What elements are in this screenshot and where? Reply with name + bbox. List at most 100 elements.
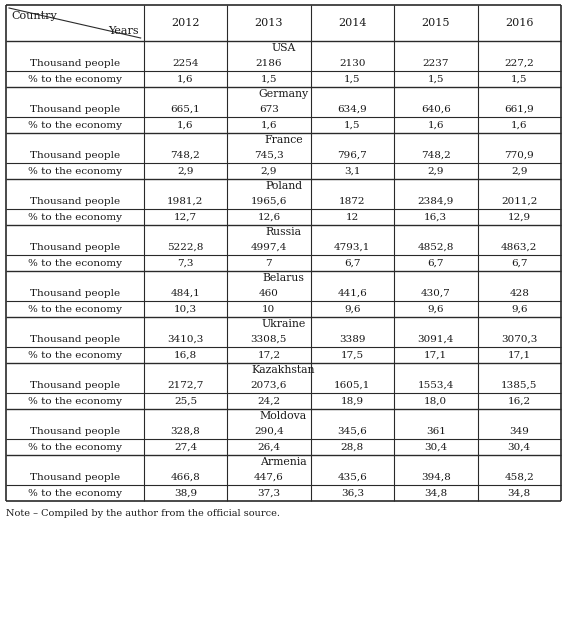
- Text: 328,8: 328,8: [171, 426, 200, 436]
- Text: % to the economy: % to the economy: [28, 120, 122, 130]
- Text: 2,9: 2,9: [428, 167, 444, 176]
- Text: Thousand people: Thousand people: [29, 381, 120, 389]
- Text: 36,3: 36,3: [341, 488, 364, 497]
- Text: Belarus: Belarus: [263, 273, 304, 283]
- Text: 18,0: 18,0: [424, 396, 447, 406]
- Text: 394,8: 394,8: [421, 473, 451, 482]
- Text: 745,3: 745,3: [254, 150, 284, 159]
- Text: 6,7: 6,7: [428, 258, 444, 268]
- Text: 428: 428: [509, 288, 529, 297]
- Text: 30,4: 30,4: [507, 443, 531, 451]
- Text: 2384,9: 2384,9: [418, 196, 454, 206]
- Text: 2,9: 2,9: [511, 167, 527, 176]
- Text: 3,1: 3,1: [344, 167, 361, 176]
- Text: 2,9: 2,9: [177, 167, 193, 176]
- Text: Thousand people: Thousand people: [29, 58, 120, 68]
- Text: Note – Compiled by the author from the official source.: Note – Compiled by the author from the o…: [6, 508, 280, 517]
- Text: % to the economy: % to the economy: [28, 75, 122, 83]
- Text: 1,6: 1,6: [177, 75, 193, 83]
- Text: 5222,8: 5222,8: [167, 243, 204, 251]
- Text: 7: 7: [265, 258, 272, 268]
- Text: 2172,7: 2172,7: [167, 381, 204, 389]
- Text: 1605,1: 1605,1: [334, 381, 370, 389]
- Text: 1553,4: 1553,4: [418, 381, 454, 389]
- Text: 290,4: 290,4: [254, 426, 284, 436]
- Text: % to the economy: % to the economy: [28, 167, 122, 176]
- Text: 1,5: 1,5: [261, 75, 277, 83]
- Text: 2186: 2186: [256, 58, 282, 68]
- Text: 1,6: 1,6: [511, 120, 527, 130]
- Text: 1,6: 1,6: [261, 120, 277, 130]
- Text: 796,7: 796,7: [337, 150, 367, 159]
- Text: 4852,8: 4852,8: [418, 243, 454, 251]
- Text: 2016: 2016: [505, 18, 534, 28]
- Text: Thousand people: Thousand people: [29, 150, 120, 159]
- Text: 9,6: 9,6: [511, 305, 527, 314]
- Text: 361: 361: [426, 426, 446, 436]
- Text: 17,5: 17,5: [341, 350, 364, 359]
- Text: 6,7: 6,7: [344, 258, 361, 268]
- Text: 10,3: 10,3: [174, 305, 197, 314]
- Text: 18,9: 18,9: [341, 396, 364, 406]
- Text: 3091,4: 3091,4: [418, 334, 454, 344]
- Text: Thousand people: Thousand people: [29, 196, 120, 206]
- Text: Kazakhstan: Kazakhstan: [252, 365, 315, 375]
- Text: 37,3: 37,3: [257, 488, 281, 497]
- Text: 3410,3: 3410,3: [167, 334, 204, 344]
- Text: % to the economy: % to the economy: [28, 350, 122, 359]
- Text: 2,9: 2,9: [261, 167, 277, 176]
- Text: 30,4: 30,4: [424, 443, 447, 451]
- Text: Thousand people: Thousand people: [29, 105, 120, 113]
- Text: 2013: 2013: [255, 18, 283, 28]
- Text: 2237: 2237: [422, 58, 449, 68]
- Text: 447,6: 447,6: [254, 473, 284, 482]
- Text: Germany: Germany: [259, 89, 308, 99]
- Text: 2012: 2012: [171, 18, 200, 28]
- Text: 349: 349: [509, 426, 529, 436]
- Text: 16,8: 16,8: [174, 350, 197, 359]
- Text: 4997,4: 4997,4: [251, 243, 287, 251]
- Text: % to the economy: % to the economy: [28, 488, 122, 497]
- Text: 2015: 2015: [421, 18, 450, 28]
- Text: % to the economy: % to the economy: [28, 443, 122, 451]
- Text: 227,2: 227,2: [505, 58, 534, 68]
- Text: 12,6: 12,6: [257, 213, 281, 221]
- Text: 2130: 2130: [339, 58, 366, 68]
- Text: 3389: 3389: [339, 334, 366, 344]
- Text: 673: 673: [259, 105, 279, 113]
- Text: 38,9: 38,9: [174, 488, 197, 497]
- Text: 3308,5: 3308,5: [251, 334, 287, 344]
- Text: 748,2: 748,2: [421, 150, 451, 159]
- Text: Country: Country: [11, 11, 57, 21]
- Text: 748,2: 748,2: [171, 150, 200, 159]
- Text: 665,1: 665,1: [171, 105, 200, 113]
- Text: 10: 10: [262, 305, 276, 314]
- Text: 4863,2: 4863,2: [501, 243, 538, 251]
- Text: 435,6: 435,6: [337, 473, 367, 482]
- Text: Poland: Poland: [265, 181, 302, 191]
- Text: 34,8: 34,8: [424, 488, 447, 497]
- Text: 4793,1: 4793,1: [334, 243, 370, 251]
- Text: 460: 460: [259, 288, 279, 297]
- Text: 7,3: 7,3: [177, 258, 193, 268]
- Text: % to the economy: % to the economy: [28, 396, 122, 406]
- Text: 1,5: 1,5: [344, 75, 361, 83]
- Text: Russia: Russia: [265, 227, 302, 237]
- Text: Thousand people: Thousand people: [29, 426, 120, 436]
- Text: 12,7: 12,7: [174, 213, 197, 221]
- Text: 441,6: 441,6: [337, 288, 367, 297]
- Text: 661,9: 661,9: [505, 105, 534, 113]
- Text: 9,6: 9,6: [344, 305, 361, 314]
- Text: 1,6: 1,6: [177, 120, 193, 130]
- Text: France: France: [264, 135, 303, 145]
- Text: 3070,3: 3070,3: [501, 334, 538, 344]
- Text: 6,7: 6,7: [511, 258, 527, 268]
- Text: % to the economy: % to the economy: [28, 213, 122, 221]
- Text: Years: Years: [108, 26, 139, 36]
- Text: 1,5: 1,5: [344, 120, 361, 130]
- Text: 1965,6: 1965,6: [251, 196, 287, 206]
- Text: Moldova: Moldova: [260, 411, 307, 421]
- Text: % to the economy: % to the economy: [28, 305, 122, 314]
- Text: 1,5: 1,5: [428, 75, 444, 83]
- Text: 9,6: 9,6: [428, 305, 444, 314]
